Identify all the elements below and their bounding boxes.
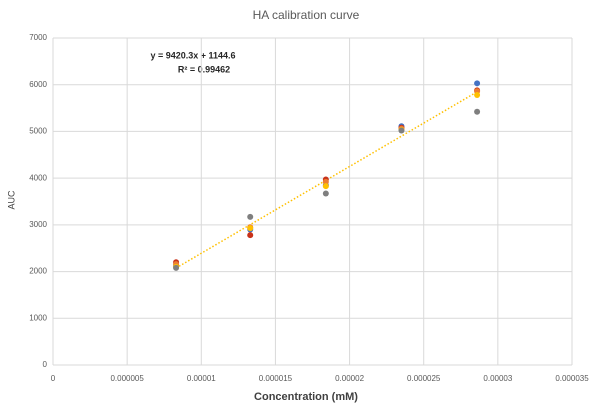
x-tick-label: 0	[51, 374, 56, 383]
x-tick-label: 0.000025	[407, 374, 441, 383]
x-axis-label: Concentration (mM)	[254, 391, 358, 403]
y-tick-label: 7000	[29, 33, 47, 42]
x-tick-label: 0.000015	[259, 374, 293, 383]
point	[247, 232, 254, 239]
point	[247, 213, 254, 220]
y-tick-label: 1000	[29, 313, 47, 322]
x-tick-label: 0.00001	[187, 374, 216, 383]
r-squared: R² = 0.99462	[178, 64, 230, 74]
y-tick-label: 2000	[29, 267, 47, 276]
chart-title: HA calibration curve	[253, 8, 360, 22]
y-axis-label: AUC	[6, 190, 16, 210]
point	[322, 178, 329, 185]
point	[322, 183, 329, 190]
point	[398, 127, 405, 134]
point	[247, 225, 254, 232]
equation: y = 9420.3x + 1144.6	[150, 50, 235, 60]
x-tick-label: 0.000005	[110, 374, 144, 383]
point	[322, 190, 329, 197]
y-tick-label: 5000	[29, 127, 47, 136]
y-tick-label: 0	[43, 360, 48, 369]
point	[173, 264, 180, 271]
point	[474, 80, 481, 87]
point	[474, 91, 481, 98]
point	[474, 108, 481, 115]
y-tick-label: 4000	[29, 173, 47, 182]
x-tick-label: 0.00003	[483, 374, 512, 383]
y-tick-label: 6000	[29, 80, 47, 89]
trendline	[175, 91, 478, 269]
x-tick-label: 0.000035	[555, 374, 589, 383]
x-tick-label: 0.00002	[335, 374, 364, 383]
y-tick-label: 3000	[29, 220, 47, 229]
